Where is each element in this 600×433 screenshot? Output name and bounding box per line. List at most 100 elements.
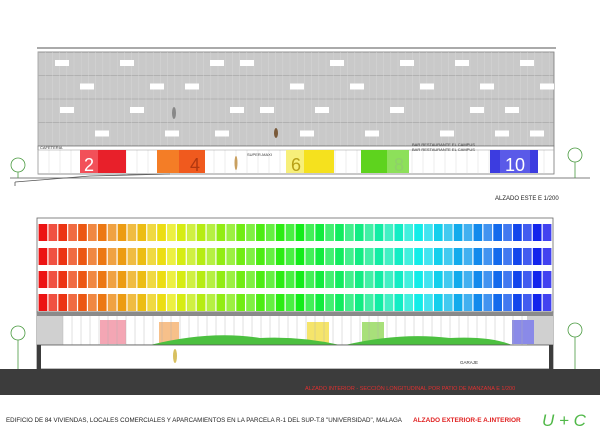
- color-panel: [78, 271, 87, 288]
- color-panel: [88, 224, 97, 241]
- color-panel: [117, 294, 127, 311]
- color-panel: [503, 248, 512, 265]
- color-panel: [186, 294, 196, 311]
- color-panel: [503, 224, 512, 241]
- color-panel: [532, 248, 542, 265]
- color-panel: [513, 224, 522, 241]
- color-panel: [443, 224, 453, 241]
- color-panel: [325, 271, 334, 288]
- color-panel: [295, 294, 305, 311]
- color-panel: [157, 224, 166, 241]
- color-panel: [157, 271, 166, 288]
- color-panel: [374, 248, 384, 265]
- color-panel: [78, 248, 87, 265]
- color-panel: [443, 248, 453, 265]
- color-panel: [236, 248, 245, 265]
- color-panel: [206, 271, 216, 288]
- color-panel: [364, 224, 374, 241]
- color-panel: [246, 224, 255, 241]
- color-panel: [354, 248, 364, 265]
- color-panel: [305, 224, 315, 241]
- color-panel: [236, 224, 245, 241]
- color-panel: [522, 294, 532, 311]
- color-panel: [147, 248, 157, 265]
- color-panel: [176, 248, 186, 265]
- color-panel: [58, 248, 68, 265]
- color-panel: [335, 248, 344, 265]
- window-opening: [185, 83, 199, 90]
- interior-elevation: GARAJE ALZADO INTERIOR - SECCIÓN LONGITU…: [0, 217, 600, 395]
- window-opening: [390, 107, 404, 113]
- color-panel: [97, 294, 107, 311]
- color-panel: [167, 248, 176, 265]
- color-panel: [88, 248, 97, 265]
- tree-icon: [567, 147, 583, 178]
- color-panel: [176, 271, 186, 288]
- color-panel: [107, 271, 117, 288]
- shop-front: [307, 322, 329, 344]
- color-panel: [532, 271, 542, 288]
- shop-number-4: 4: [190, 155, 200, 175]
- color-panel: [226, 224, 236, 241]
- color-panel: [473, 271, 483, 288]
- window-opening: [95, 130, 109, 137]
- shop-front-6: 6: [286, 150, 334, 175]
- color-panel: [483, 224, 493, 241]
- color-panel: [424, 224, 433, 241]
- window-opening: [130, 107, 144, 113]
- color-panel: [48, 224, 58, 241]
- color-panel: [394, 248, 404, 265]
- shop-front-10: 10: [490, 150, 538, 175]
- color-panel: [433, 271, 443, 288]
- color-panel: [117, 224, 127, 241]
- color-panel: [503, 271, 512, 288]
- window-opening: [480, 83, 494, 90]
- ground-section: [0, 369, 600, 395]
- color-panel: [147, 294, 157, 311]
- color-panel: [424, 271, 433, 288]
- color-panel: [127, 224, 137, 241]
- color-panel: [157, 294, 166, 311]
- color-panel: [532, 224, 542, 241]
- window-opening: [260, 107, 274, 113]
- color-panel: [463, 224, 473, 241]
- color-panel: [167, 294, 176, 311]
- color-panel: [137, 248, 147, 265]
- color-panel: [414, 271, 423, 288]
- tree-icon: [10, 157, 26, 178]
- color-panel: [453, 224, 463, 241]
- color-panel: [226, 294, 236, 311]
- color-panel: [542, 294, 552, 311]
- window-opening: [210, 60, 224, 66]
- color-panel: [97, 248, 107, 265]
- color-panel: [325, 294, 334, 311]
- color-panel: [414, 224, 423, 241]
- color-panel: [443, 271, 453, 288]
- color-panel: [78, 224, 87, 241]
- sign-cafeteria: CAFETERIA: [40, 145, 63, 150]
- color-panel: [542, 271, 552, 288]
- color-panel: [48, 294, 58, 311]
- color-panel: [38, 248, 48, 265]
- color-panel: [433, 248, 443, 265]
- shop-front-8: 8: [361, 150, 409, 175]
- color-panel: [127, 294, 137, 311]
- color-panel: [493, 271, 502, 288]
- east-elevation-caption: ALZADO ESTE E 1/200: [495, 196, 559, 202]
- color-panel: [374, 271, 384, 288]
- color-panel: [88, 271, 97, 288]
- color-panel: [493, 294, 502, 311]
- color-panel: [186, 224, 196, 241]
- person-figure: [172, 107, 176, 119]
- window-opening: [55, 60, 69, 66]
- color-panel: [453, 271, 463, 288]
- color-panel: [226, 271, 236, 288]
- color-panel: [463, 294, 473, 311]
- color-panel: [68, 294, 77, 311]
- color-panel: [335, 271, 344, 288]
- project-title: EDIFICIO DE 84 VIVIENDAS, LOCALES COMERC…: [6, 417, 403, 424]
- color-panel: [107, 224, 117, 241]
- garage-level: [36, 344, 554, 370]
- color-panel: [433, 224, 443, 241]
- window-opening: [240, 60, 254, 66]
